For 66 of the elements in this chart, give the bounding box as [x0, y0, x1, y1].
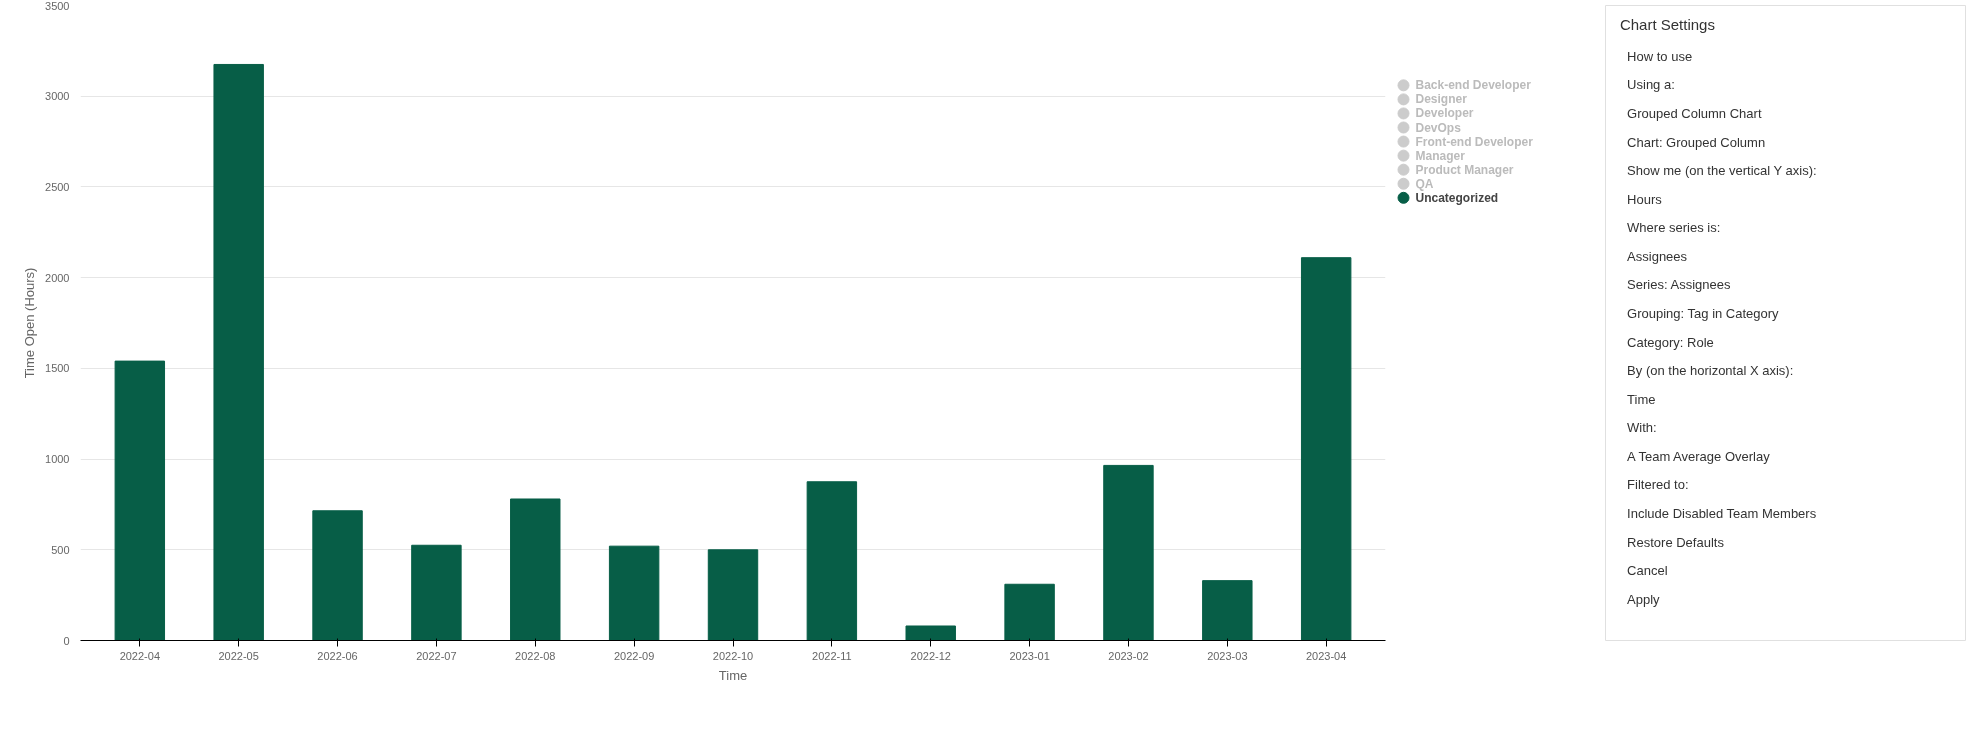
bar — [114, 360, 166, 641]
text: Show me (on the vertical Y axis): — [1627, 163, 1817, 179]
text: Using a: — [1627, 77, 1675, 93]
text: Grouped Column Chart — [1627, 105, 1762, 121]
text: Chart: Grouped Column — [1627, 134, 1766, 150]
bar — [411, 544, 462, 641]
x-axis-title: Time — [718, 667, 748, 683]
x-tick-label: 2022-08 — [515, 649, 556, 662]
y-axis-title: Time Open (Hours) — [22, 267, 38, 379]
legend-label: Uncategorized — [1415, 190, 1499, 205]
text: Filtered to: — [1627, 477, 1689, 493]
y-tick-label: 2500 — [45, 180, 70, 193]
x-tick-label: 2022-04 — [119, 649, 161, 662]
text: Restore Defaults — [1627, 534, 1725, 550]
x-tick-label: 2022-07 — [416, 649, 457, 662]
y-tick-label: 3500 — [45, 0, 70, 12]
text: Assignees — [1627, 248, 1688, 264]
x-tick-label: 2023-03 — [1207, 649, 1248, 662]
x-tick-label: 2022-12 — [910, 649, 951, 662]
legend-label: DevOps — [1415, 120, 1462, 135]
bar — [213, 63, 264, 641]
bar — [1004, 583, 1055, 641]
x-tick-label: 2022-06 — [317, 649, 358, 662]
bar — [1300, 257, 1352, 641]
text: Cancel — [1627, 563, 1668, 579]
bar — [510, 498, 561, 641]
bar — [608, 545, 660, 641]
text: Where series is: — [1627, 220, 1721, 236]
legend-label: Front-end Developer — [1415, 134, 1534, 149]
x-tick-label: 2023-04 — [1306, 649, 1347, 662]
legend-label: Product Manager — [1415, 162, 1514, 177]
bar — [806, 481, 858, 641]
legend-label: Designer — [1415, 92, 1468, 107]
x-tick-label: 2022-05 — [218, 649, 259, 662]
legend-label: Back-end Developer — [1415, 78, 1532, 93]
legend-label: QA — [1415, 176, 1434, 191]
legend-label: Developer — [1415, 106, 1474, 121]
y-tick-label: 1500 — [45, 362, 70, 375]
y-tick-label: 3000 — [45, 90, 70, 103]
bar — [1103, 464, 1154, 641]
x-tick-label: 2023-01 — [1009, 649, 1050, 662]
y-tick-label: 0 — [63, 634, 70, 647]
bar — [707, 549, 759, 641]
text: Hours — [1627, 191, 1663, 207]
text: Category: Role — [1627, 334, 1714, 350]
y-tick-label: 500 — [51, 543, 70, 556]
bar — [312, 510, 363, 641]
y-tick-label: 1000 — [45, 453, 70, 466]
text: A Team Average Overlay — [1627, 448, 1771, 464]
y-tick-label: 2000 — [45, 271, 70, 284]
x-tick-label: 2023-02 — [1108, 649, 1149, 662]
x-tick-label: 2022-11 — [812, 649, 852, 662]
text: Include Disabled Team Members — [1627, 506, 1817, 521]
text: Chart Settings — [1619, 16, 1715, 34]
text: How to use — [1627, 48, 1693, 64]
bar — [905, 625, 956, 641]
text: Apply — [1627, 591, 1661, 607]
legend-label: Manager — [1415, 148, 1466, 163]
x-tick-label: 2022-09 — [613, 649, 655, 662]
text: With: — [1627, 420, 1657, 436]
text: Grouping: Tag in Category — [1627, 305, 1780, 321]
text: By (on the horizontal X axis): — [1627, 363, 1794, 379]
text: Series: Assignees — [1627, 277, 1731, 293]
x-tick-label: 2022-10 — [712, 649, 754, 662]
text: Time — [1627, 391, 1656, 407]
bar — [1202, 580, 1253, 641]
